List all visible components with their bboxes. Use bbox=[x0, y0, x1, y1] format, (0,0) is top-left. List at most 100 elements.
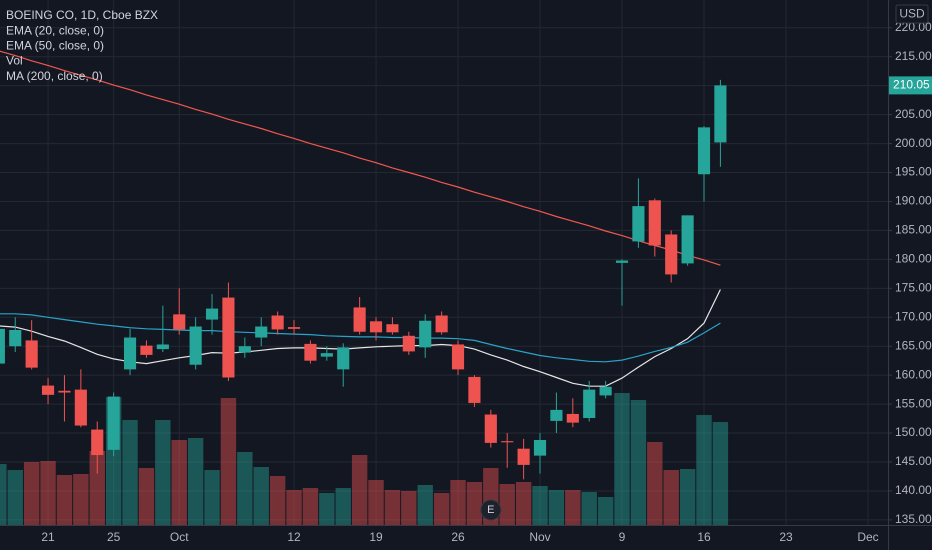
indicator-line bbox=[0, 50, 721, 266]
candle-body bbox=[632, 206, 645, 242]
grid bbox=[0, 0, 888, 525]
volume-bar bbox=[171, 440, 187, 525]
volume-bar bbox=[614, 393, 630, 525]
candle-body bbox=[599, 386, 612, 396]
candle-body bbox=[533, 440, 547, 456]
volume-bar bbox=[597, 497, 614, 525]
y-tick-label: 215.00 bbox=[895, 49, 932, 63]
candle-body bbox=[501, 441, 514, 443]
volume-bar bbox=[417, 485, 433, 525]
candle-body bbox=[369, 321, 383, 333]
candle-body bbox=[222, 297, 235, 378]
volume-bar bbox=[73, 474, 89, 525]
candle-body bbox=[484, 414, 497, 443]
volume-bar bbox=[515, 482, 532, 525]
legend-ema50[interactable]: EMA (50, close, 0) bbox=[6, 39, 104, 53]
y-tick-label: 170.00 bbox=[895, 309, 932, 323]
candle-body bbox=[156, 344, 169, 350]
y-tick-label: 155.00 bbox=[895, 396, 932, 410]
volume-bar bbox=[630, 400, 647, 525]
volume-bar bbox=[581, 492, 597, 525]
candle-body bbox=[320, 353, 333, 357]
candle-body bbox=[25, 340, 38, 368]
volume-bar bbox=[499, 484, 515, 525]
y-tick-label: 145.00 bbox=[895, 454, 932, 468]
y-tick-label: 160.00 bbox=[895, 367, 932, 381]
indicator-line bbox=[0, 313, 721, 363]
y-tick-label: 135.00 bbox=[895, 512, 932, 526]
candle-body bbox=[681, 215, 694, 264]
volume-bar bbox=[40, 461, 56, 525]
volume-bar bbox=[286, 490, 302, 525]
candle-body bbox=[337, 347, 350, 370]
candle-body bbox=[386, 324, 399, 333]
volume-bar bbox=[679, 469, 696, 525]
volume-bar bbox=[401, 491, 417, 525]
y-tick-label: 180.00 bbox=[895, 252, 932, 266]
volume-bar bbox=[335, 488, 351, 525]
legend-volume[interactable]: Vol bbox=[6, 54, 23, 68]
volume-pane bbox=[0, 393, 729, 525]
volume-bar bbox=[351, 455, 368, 525]
candle-body bbox=[648, 200, 661, 246]
y-tick-label: 185.00 bbox=[895, 223, 932, 237]
volume-bar bbox=[0, 464, 7, 525]
legend-ema20[interactable]: EMA (20, close, 0) bbox=[6, 24, 104, 38]
candle-body bbox=[615, 260, 629, 263]
candle-body bbox=[287, 327, 301, 329]
volume-bar bbox=[56, 475, 73, 525]
candle-body bbox=[665, 234, 678, 275]
last-price-box bbox=[889, 76, 932, 95]
volume-bar bbox=[204, 470, 220, 525]
candle-body bbox=[255, 326, 268, 338]
indicator-lines bbox=[0, 50, 721, 387]
candle-body bbox=[583, 389, 596, 418]
legend-ma200[interactable]: MA (200, close, 0) bbox=[6, 69, 103, 83]
x-tick-label: 23 bbox=[779, 530, 793, 544]
volume-bar bbox=[548, 490, 565, 525]
volume-bar bbox=[23, 462, 40, 525]
symbol-title: BOEING CO, 1D, Cboe BZX bbox=[6, 8, 158, 22]
volume-bar bbox=[319, 493, 335, 525]
volume-bar bbox=[663, 470, 679, 525]
candle-body bbox=[140, 345, 153, 355]
volume-bar bbox=[138, 468, 155, 525]
candle-body bbox=[353, 307, 366, 332]
earnings-marker bbox=[480, 499, 502, 521]
volume-bar bbox=[532, 486, 548, 525]
candle-body bbox=[550, 409, 563, 421]
y-tick-label: 140.00 bbox=[895, 483, 932, 497]
volume-bar bbox=[253, 467, 269, 525]
volume-bar bbox=[220, 398, 237, 525]
candle-body bbox=[9, 330, 22, 347]
volume-bar bbox=[696, 415, 712, 525]
volume-bar bbox=[565, 490, 581, 525]
currency: USD bbox=[899, 7, 925, 21]
candle-body bbox=[304, 343, 317, 361]
candle-body bbox=[419, 320, 432, 348]
x-tick-label: 9 bbox=[619, 530, 626, 544]
candle-body bbox=[123, 337, 137, 370]
volume-bar bbox=[89, 451, 105, 525]
volume-bar bbox=[466, 482, 483, 525]
volume-bar bbox=[7, 470, 23, 525]
volume-bar bbox=[155, 420, 171, 525]
candle-body bbox=[107, 396, 120, 450]
candle-body bbox=[205, 308, 219, 320]
candle-body bbox=[402, 335, 415, 352]
volume-bar bbox=[237, 452, 253, 525]
earnings-label: E bbox=[487, 504, 494, 516]
last-price-label: 210.05 bbox=[893, 78, 930, 92]
candles bbox=[0, 79, 727, 480]
candle-body bbox=[271, 315, 284, 330]
currency-box[interactable] bbox=[895, 4, 929, 24]
candle-body bbox=[435, 315, 448, 333]
y-tick-label: 200.00 bbox=[895, 136, 932, 150]
x-tick-label: 12 bbox=[287, 530, 301, 544]
y-tick-label: 205.00 bbox=[895, 107, 932, 121]
volume-bar bbox=[647, 442, 663, 525]
volume-bar bbox=[433, 493, 450, 525]
volume-bar bbox=[187, 438, 204, 525]
